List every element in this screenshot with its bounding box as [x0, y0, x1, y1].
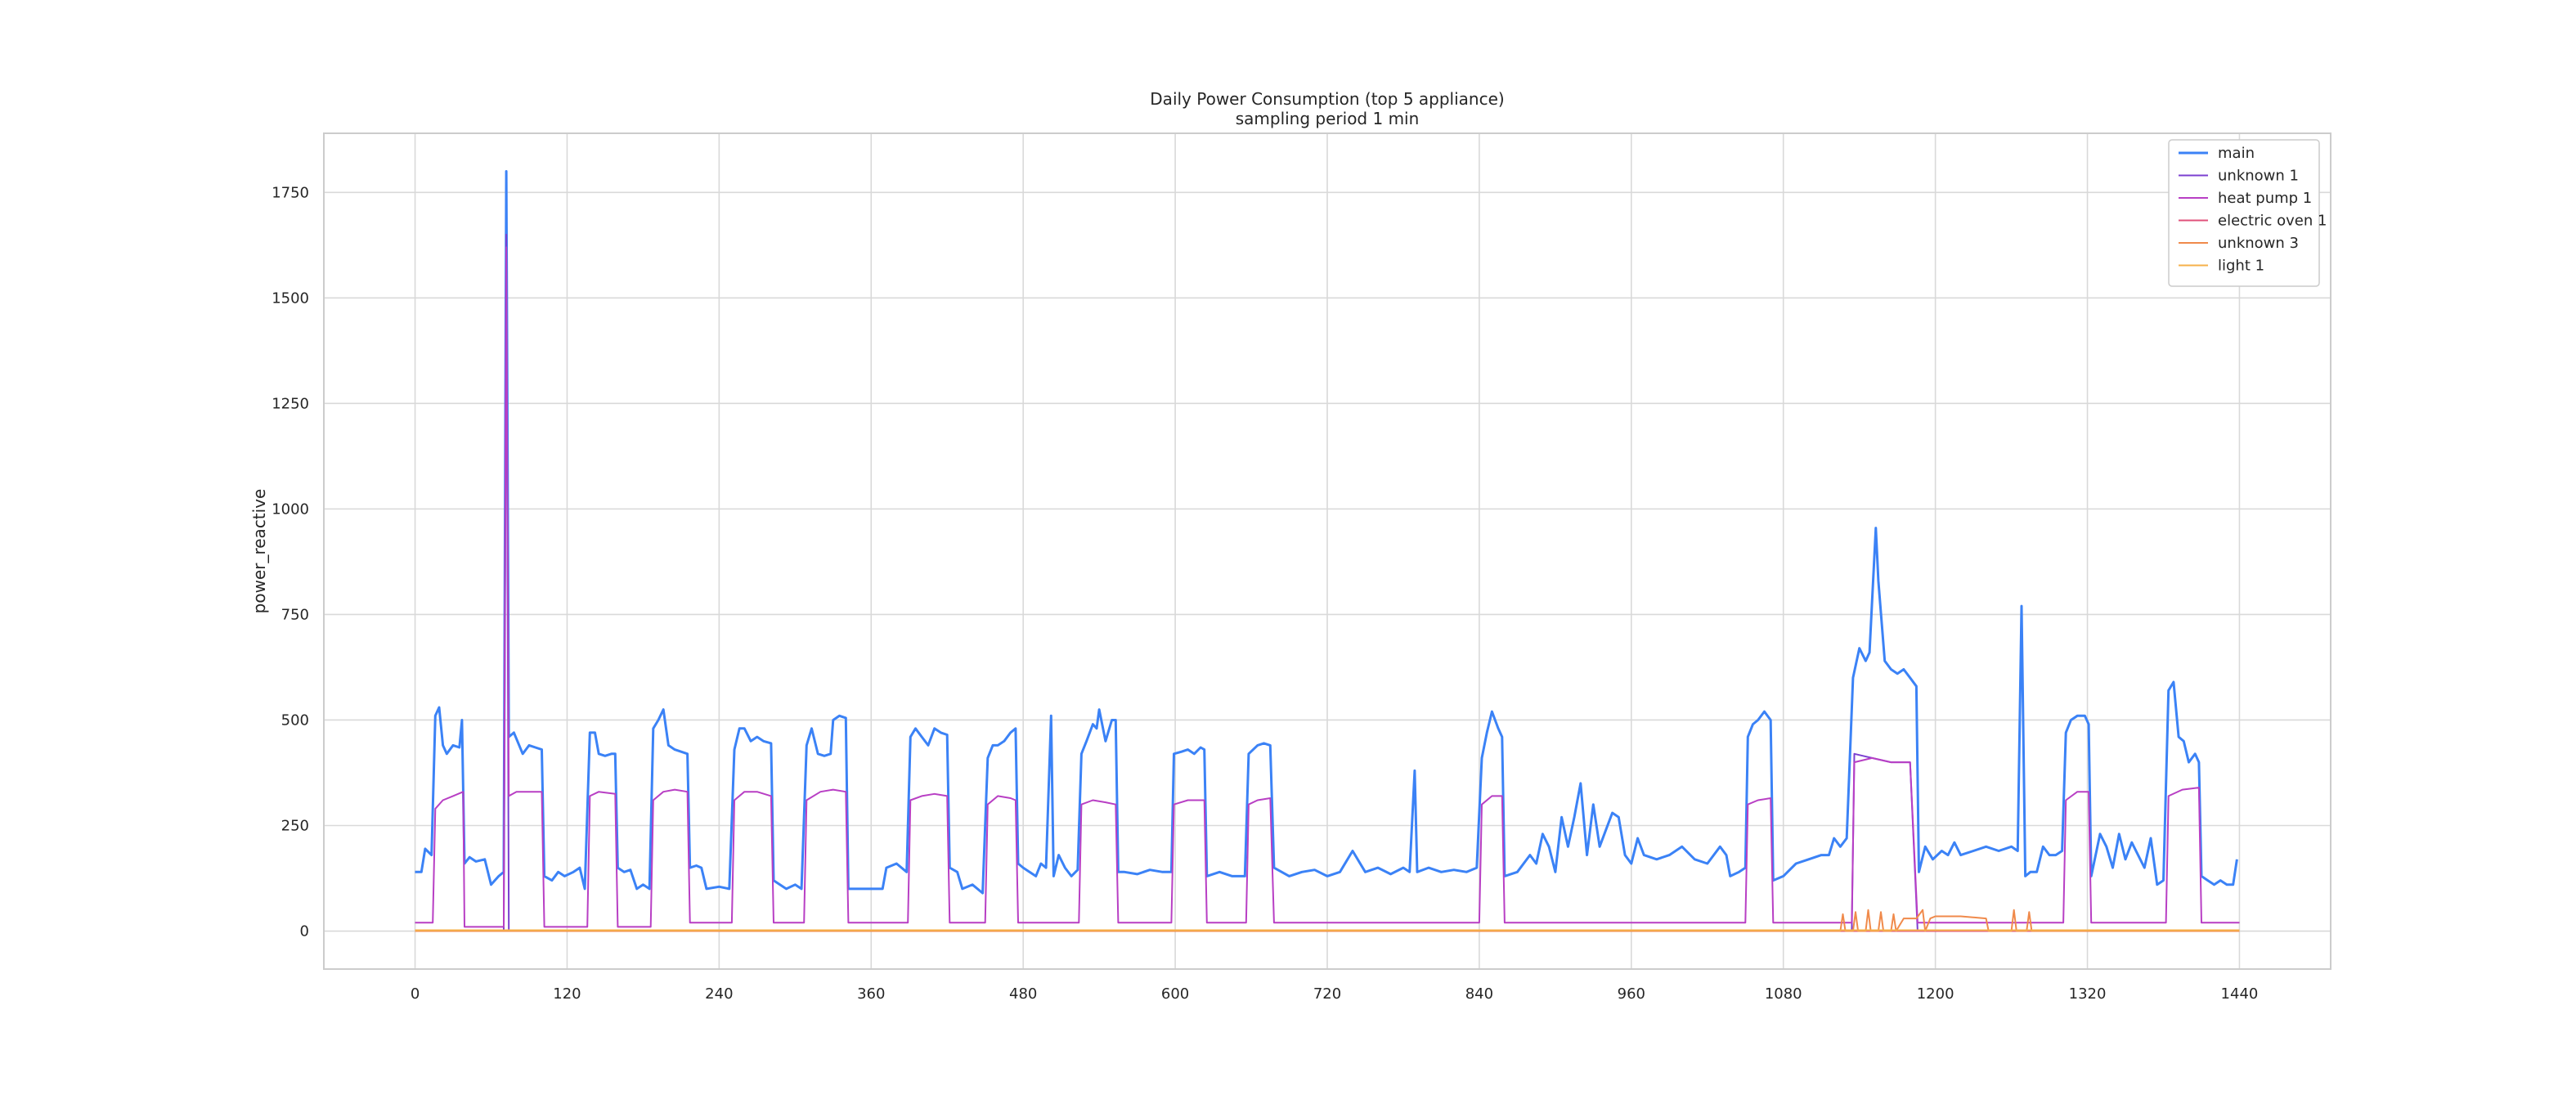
x-tick-label: 1080 [1765, 985, 1802, 1003]
x-tick-label: 480 [1009, 985, 1037, 1003]
y-tick-label: 750 [281, 606, 309, 623]
series-line-unknown-3 [415, 909, 2240, 932]
x-tick-label: 240 [705, 985, 733, 1003]
x-tick-label: 960 [1618, 985, 1645, 1003]
legend-entry: light 1 [2218, 258, 2264, 275]
x-tick-label: 600 [1161, 985, 1189, 1003]
legend-entry: heat pump 1 [2218, 190, 2312, 207]
legend: main unknown 1 heat pump 1 electric oven 1 u… [2168, 139, 2327, 287]
y-tick-label: 1250 [272, 395, 309, 412]
x-tick-label: 120 [553, 985, 581, 1003]
y-tick-labels: 0 250 500 750 1000 1250 1500 1750 [272, 184, 309, 940]
grid [324, 133, 2331, 969]
legend-entry: main [2218, 145, 2255, 162]
plot-frame [323, 132, 2331, 970]
series-line-main [415, 170, 2238, 895]
legend-entry: electric oven 1 [2218, 213, 2327, 230]
y-tick-label: 250 [281, 818, 309, 835]
legend-box [2168, 139, 2320, 287]
chart-subtitle: sampling period 1 min [1236, 109, 1420, 128]
x-tick-label: 1440 [2221, 985, 2259, 1003]
x-tick-label: 360 [857, 985, 885, 1003]
y-tick-label: 1000 [272, 500, 309, 518]
y-tick-label: 0 [300, 923, 309, 940]
x-tick-labels: 0 120 240 360 480 600 720 840 960 1080 1200 1320 144… [411, 985, 2259, 1003]
chart-title: Daily Power Consumption (top 5 appliance… [1150, 89, 1504, 109]
legend-entry: unknown 3 [2218, 235, 2299, 252]
series-layer [415, 170, 2240, 932]
legend-entry: unknown 1 [2218, 168, 2299, 185]
x-tick-label: 1320 [2069, 985, 2107, 1003]
x-tick-label: 0 [411, 985, 420, 1003]
y-tick-label: 500 [281, 711, 309, 729]
x-tick-label: 1200 [1917, 985, 1954, 1003]
y-tick-label: 1500 [272, 289, 309, 307]
y-tick-label: 1750 [272, 184, 309, 201]
series-line-heat-pump-1 [415, 246, 2240, 928]
x-tick-label: 720 [1313, 985, 1341, 1003]
x-tick-label: 840 [1465, 985, 1493, 1003]
y-axis-label: power_reactive [249, 489, 269, 614]
